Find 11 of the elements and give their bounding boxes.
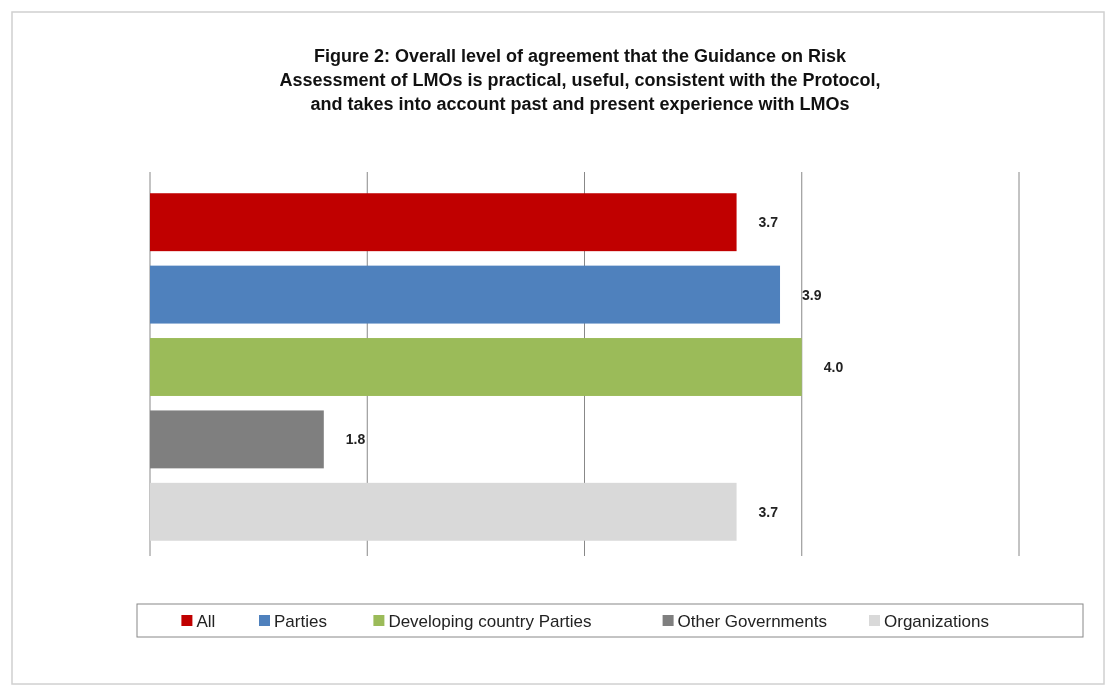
legend-label: All [196, 611, 216, 631]
legend-label: Parties [274, 611, 327, 631]
data-label: 3.7 [758, 214, 779, 231]
data-label: 1.8 [345, 431, 366, 448]
data-label: 3.9 [802, 286, 822, 303]
chart-title: Figure 2: Overall level of agreement that the Guidance on Risk Assessment of LMOs is practical, useful, consistent with the Protocol, and takes into account past and present experience with LMOs [279, 46, 881, 114]
data-label: 4.0 [823, 359, 844, 375]
legend-label: Other Governments [677, 611, 827, 631]
legend-label: Organizations [884, 611, 989, 631]
legend-label: Developing country Parties [388, 611, 592, 631]
data-label: 3.7 [758, 503, 779, 520]
